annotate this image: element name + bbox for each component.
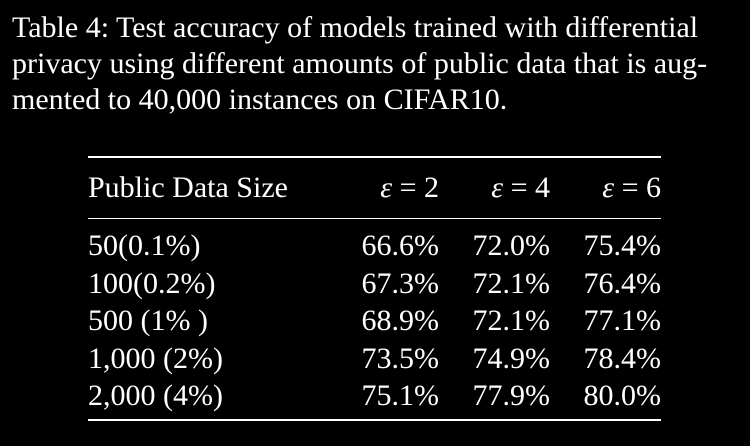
caption-line: mented to 40,000 instances on CIFAR10. <box>12 83 508 116</box>
top-rule <box>88 156 661 158</box>
bottom-rule <box>88 418 661 421</box>
header-row: Public Data Size ε = 2 ε = 4 ε = 6 <box>88 158 661 218</box>
epsilon-symbol: ε <box>380 171 393 204</box>
header-epsilon-value: = 6 <box>614 171 661 204</box>
header-epsilon-2: ε = 2 <box>328 158 439 218</box>
cell-epsilon-4: 74.9% <box>472 341 551 375</box>
row-label: 500 (1% ) <box>88 304 208 337</box>
caption-line: privacy using different amounts of publi… <box>12 47 708 80</box>
cell-epsilon-2: 73.5% <box>361 341 440 375</box>
cell-epsilon-6: 76.4% <box>583 266 662 300</box>
epsilon-symbol: ε <box>491 171 504 204</box>
accuracy-table: Public Data Size ε = 2 ε = 4 ε = 6 50(0.… <box>88 158 661 419</box>
table-row: 50(0.1%) 66.6% 72.0% 75.4% <box>88 219 661 265</box>
header-epsilon-value: = 4 <box>503 171 550 204</box>
table-row: 500 (1% ) 68.9% 72.1% 77.1% <box>88 302 661 340</box>
header-epsilon-4: ε = 4 <box>439 158 550 218</box>
cell-epsilon-6: 77.1% <box>583 304 662 337</box>
table-row: 1,000 (2%) 73.5% 74.9% 78.4% <box>88 340 661 378</box>
cell-epsilon-2: 75.1% <box>361 379 440 412</box>
epsilon-symbol: ε <box>602 171 615 204</box>
row-label: 100(0.2%) <box>88 266 216 300</box>
caption-line: Table 4: Test accuracy of models trained… <box>12 11 699 44</box>
cell-epsilon-4: 72.0% <box>472 229 551 262</box>
cell-epsilon-4: 77.9% <box>472 379 551 412</box>
cell-epsilon-6: 78.4% <box>583 341 662 375</box>
header-epsilon-value: = 2 <box>392 171 439 204</box>
cell-epsilon-4: 72.1% <box>472 304 551 337</box>
table-row: 100(0.2%) 67.3% 72.1% 76.4% <box>88 265 661 303</box>
header-public-data-size: Public Data Size <box>88 171 288 204</box>
cell-epsilon-2: 66.6% <box>361 229 440 262</box>
header-epsilon-6: ε = 6 <box>550 158 661 218</box>
table-caption: Table 4: Test accuracy of models trained… <box>12 10 740 118</box>
table-row: 2,000 (4%) 75.1% 77.9% 80.0% <box>88 377 661 419</box>
row-label: 2,000 (4%) <box>88 379 223 412</box>
row-label: 50(0.1%) <box>88 229 201 262</box>
results-table: Public Data Size ε = 2 ε = 4 ε = 6 50(0.… <box>88 156 661 421</box>
cell-epsilon-2: 67.3% <box>361 266 440 300</box>
cell-epsilon-4: 72.1% <box>472 266 551 300</box>
row-label: 1,000 (2%) <box>88 341 223 375</box>
cell-epsilon-2: 68.9% <box>361 304 440 337</box>
header-rule <box>88 218 661 219</box>
cell-epsilon-6: 75.4% <box>583 229 662 262</box>
cell-epsilon-6: 80.0% <box>583 379 662 412</box>
